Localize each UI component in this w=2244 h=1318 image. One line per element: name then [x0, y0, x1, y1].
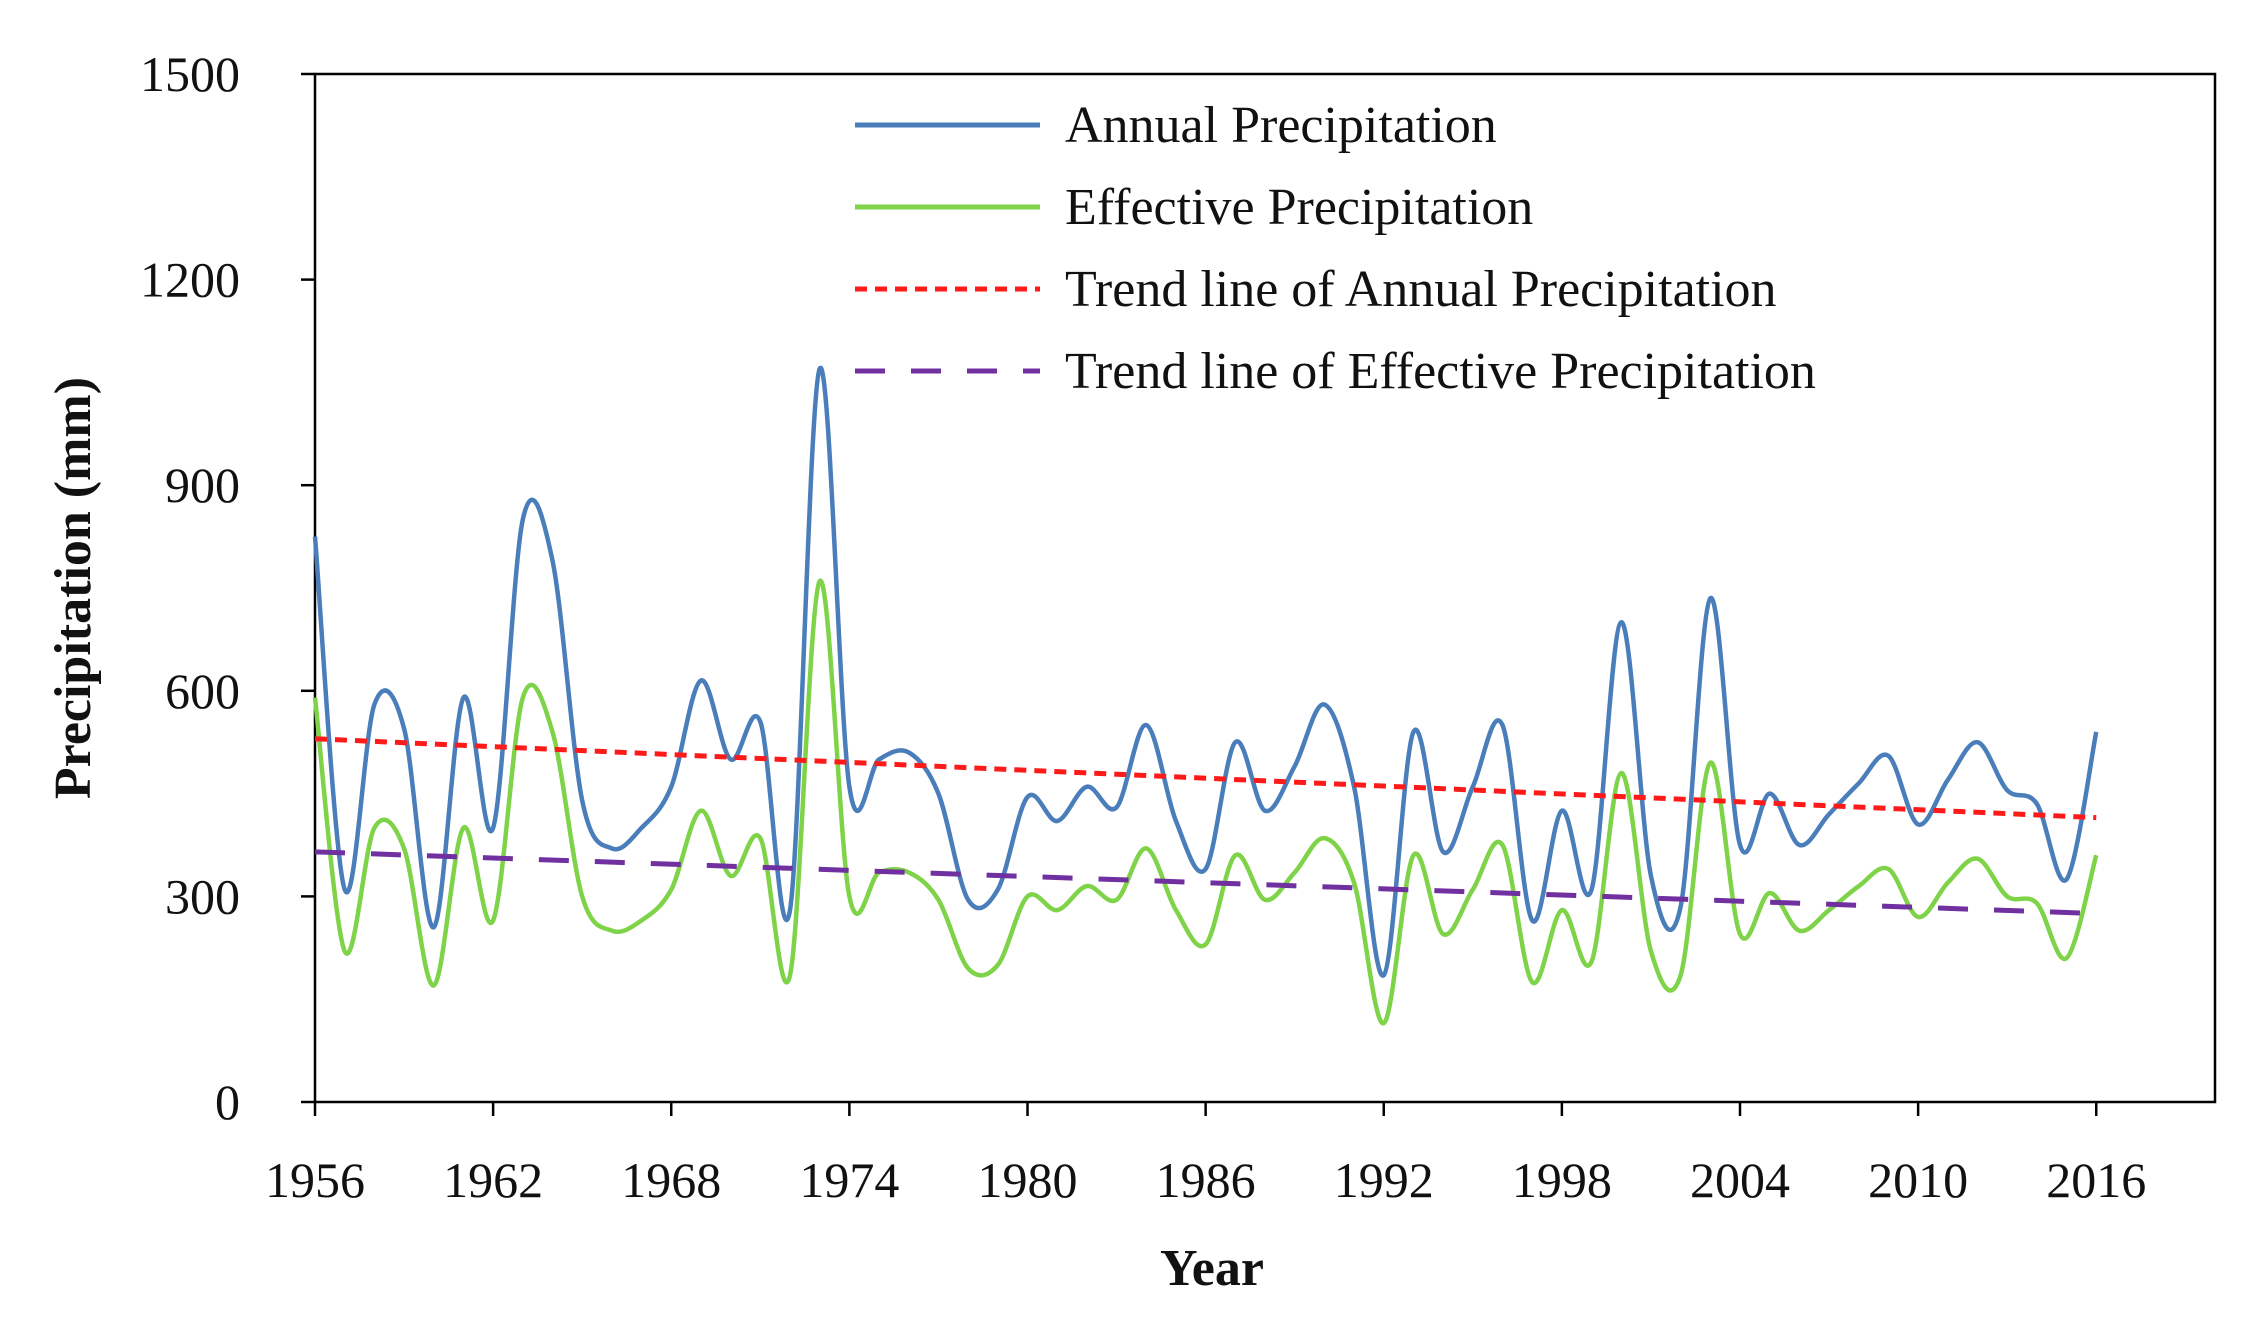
y-tick-label: 1500	[140, 46, 240, 102]
series-line	[312, 366, 2099, 978]
legend-label: Annual Precipitation	[1065, 97, 1497, 154]
x-tick-label: 1986	[1156, 1152, 1256, 1208]
x-tick-label: 1956	[265, 1152, 365, 1208]
legend-label: Trend line of Annual Precipitation	[1065, 261, 1777, 318]
x-tick-label: 1968	[621, 1152, 721, 1208]
x-tick-label: 2004	[1690, 1152, 1790, 1208]
y-tick-label: 1200	[140, 252, 240, 308]
series-line	[314, 849, 2097, 917]
y-axis-label: Precipitation (mm)	[45, 377, 102, 799]
series-line	[314, 736, 2097, 821]
y-tick-label: 900	[165, 457, 240, 513]
x-tick-label: 1962	[443, 1152, 543, 1208]
x-tick-label: 1980	[978, 1152, 1078, 1208]
x-axis-label: Year	[1160, 1240, 1264, 1297]
series-line	[312, 578, 2099, 1026]
legend-label: Trend line of Effective Precipitation	[1065, 343, 1816, 400]
plot-frame	[313, 72, 2217, 1104]
x-tick-label: 1998	[1512, 1152, 1612, 1208]
x-tick-label: 2010	[1868, 1152, 1968, 1208]
x-tick-label: 1974	[799, 1152, 899, 1208]
y-tick-label: 600	[165, 663, 240, 719]
y-tick-label: 0	[215, 1074, 240, 1130]
x-tick-label: 1992	[1334, 1152, 1434, 1208]
legend-label: Effective Precipitation	[1065, 179, 1533, 236]
x-tick-label: 2016	[2046, 1152, 2146, 1208]
y-tick-label: 300	[165, 868, 240, 924]
